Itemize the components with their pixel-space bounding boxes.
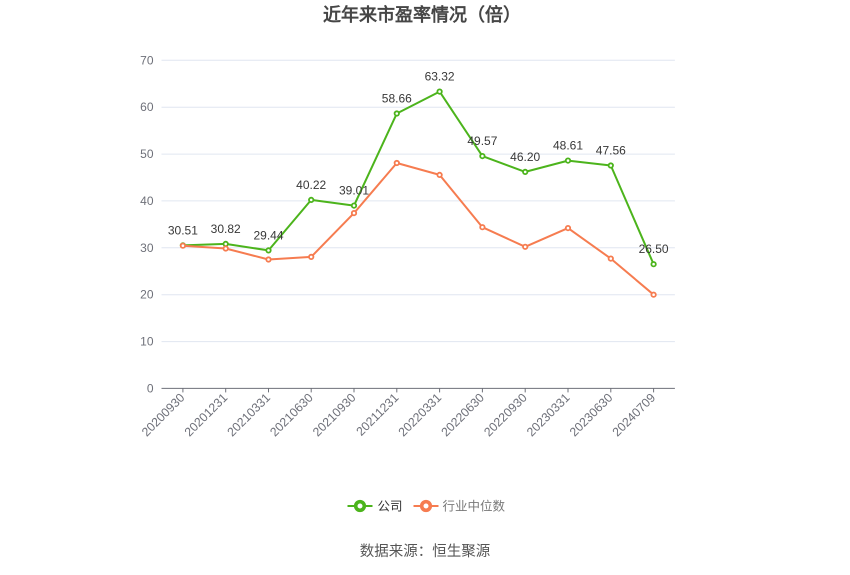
svg-text:30: 30 (140, 241, 154, 255)
svg-text:58.66: 58.66 (382, 92, 412, 106)
svg-text:数据来源：恒生聚源: 数据来源：恒生聚源 (360, 543, 491, 560)
svg-text:70: 70 (140, 53, 154, 67)
svg-text:近年来市盈率情况（倍）: 近年来市盈率情况（倍） (323, 4, 521, 25)
svg-text:50: 50 (140, 147, 154, 161)
svg-text:26.50: 26.50 (639, 242, 669, 256)
svg-text:20: 20 (140, 288, 154, 302)
svg-text:30.82: 30.82 (211, 222, 241, 236)
svg-text:39.01: 39.01 (339, 184, 369, 198)
svg-text:40: 40 (140, 194, 154, 208)
svg-text:60: 60 (140, 100, 154, 114)
svg-text:29.44: 29.44 (253, 228, 283, 242)
svg-text:48.61: 48.61 (553, 139, 583, 153)
svg-text:0: 0 (147, 381, 154, 395)
svg-text:30.51: 30.51 (168, 223, 198, 237)
svg-text:40.22: 40.22 (296, 178, 326, 192)
svg-text:10: 10 (140, 335, 154, 349)
svg-text:63.32: 63.32 (425, 70, 455, 84)
svg-text:49.57: 49.57 (467, 134, 497, 148)
svg-text:47.56: 47.56 (596, 144, 626, 158)
svg-text:46.20: 46.20 (510, 150, 540, 164)
svg-text:公司: 公司 (378, 500, 403, 514)
svg-text:行业中位数: 行业中位数 (443, 499, 506, 514)
